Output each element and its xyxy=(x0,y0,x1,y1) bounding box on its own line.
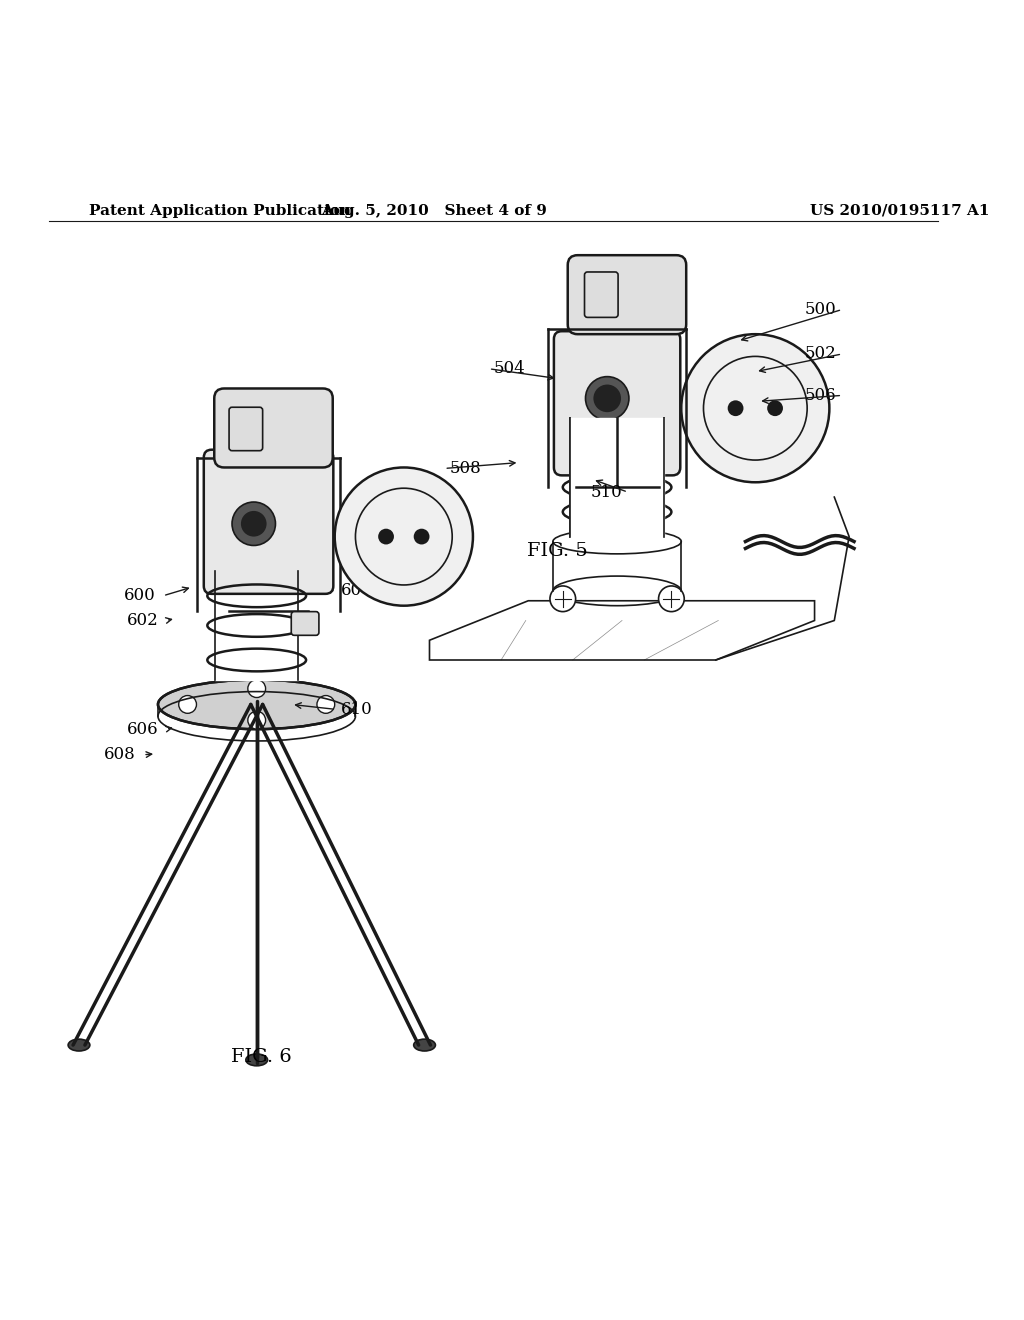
Circle shape xyxy=(550,586,575,611)
Text: FIG. 5: FIG. 5 xyxy=(527,543,588,561)
Text: 602: 602 xyxy=(126,612,158,630)
Circle shape xyxy=(681,334,829,482)
Text: 600: 600 xyxy=(124,587,156,605)
Text: 510: 510 xyxy=(591,483,623,500)
Ellipse shape xyxy=(158,680,355,729)
Circle shape xyxy=(767,400,783,416)
Circle shape xyxy=(414,529,429,544)
Circle shape xyxy=(728,400,743,416)
FancyBboxPatch shape xyxy=(214,388,333,467)
Text: 604: 604 xyxy=(341,582,373,599)
Text: 502: 502 xyxy=(805,346,837,363)
Text: Patent Application Publication: Patent Application Publication xyxy=(89,203,351,218)
Circle shape xyxy=(248,680,265,697)
Circle shape xyxy=(658,586,684,611)
FancyBboxPatch shape xyxy=(567,255,686,334)
Circle shape xyxy=(241,511,266,537)
Text: 610: 610 xyxy=(341,701,373,718)
Text: 508: 508 xyxy=(450,459,481,477)
Circle shape xyxy=(232,502,275,545)
Text: 608: 608 xyxy=(103,746,135,763)
FancyBboxPatch shape xyxy=(585,272,618,317)
Text: 500: 500 xyxy=(805,301,837,318)
Circle shape xyxy=(248,711,265,729)
FancyBboxPatch shape xyxy=(229,408,262,450)
Circle shape xyxy=(593,384,621,412)
FancyBboxPatch shape xyxy=(204,450,334,594)
Circle shape xyxy=(378,529,394,544)
Circle shape xyxy=(179,696,197,713)
Ellipse shape xyxy=(414,1039,435,1051)
Circle shape xyxy=(335,467,473,606)
FancyBboxPatch shape xyxy=(291,611,318,635)
Circle shape xyxy=(317,696,335,713)
FancyBboxPatch shape xyxy=(554,331,680,475)
Text: 506: 506 xyxy=(805,387,837,404)
Text: US 2010/0195117 A1: US 2010/0195117 A1 xyxy=(810,203,989,218)
Text: 504: 504 xyxy=(494,360,525,378)
Circle shape xyxy=(586,376,629,420)
Ellipse shape xyxy=(69,1039,90,1051)
Text: 606: 606 xyxy=(126,721,158,738)
Text: FIG. 6: FIG. 6 xyxy=(231,1048,292,1067)
Ellipse shape xyxy=(246,1053,267,1065)
Text: Aug. 5, 2010   Sheet 4 of 9: Aug. 5, 2010 Sheet 4 of 9 xyxy=(322,203,548,218)
